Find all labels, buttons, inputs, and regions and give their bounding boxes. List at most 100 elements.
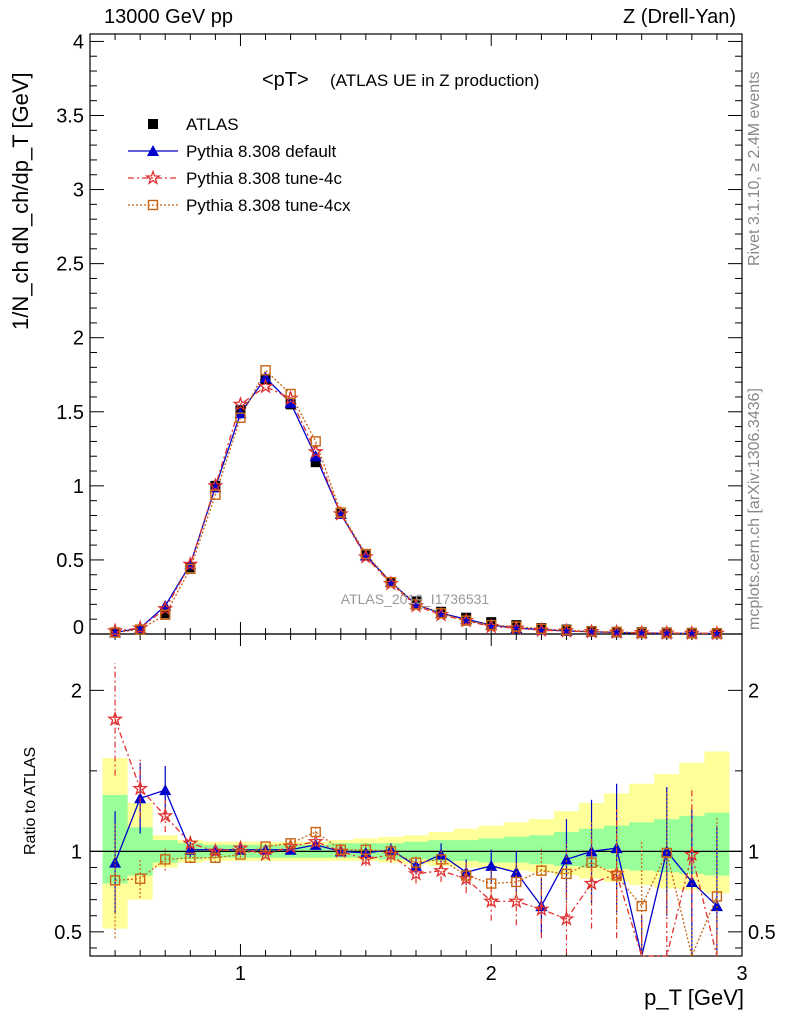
ratio-y-tick-label-right: 0.5 xyxy=(748,922,776,944)
ratio-point-tune4cx xyxy=(109,875,121,886)
data-point-tune4cx xyxy=(536,623,547,635)
ratio-point-tune4cx xyxy=(285,838,296,849)
data-point-tune4cx xyxy=(210,489,221,500)
data-point-tune4cx xyxy=(310,436,321,447)
ratio-y-tick-label-right: 2 xyxy=(748,680,759,702)
y-tick-label: 1.5 xyxy=(56,402,84,424)
data-point-default xyxy=(309,450,322,462)
ratio-point-tune4c xyxy=(407,865,425,881)
data-point-tune4cx xyxy=(511,621,522,632)
plot-subtitle: (ATLAS UE in Z production) xyxy=(330,71,539,90)
data-point-tune4cx xyxy=(385,576,397,588)
ratio-point-tune4c xyxy=(433,862,450,878)
ratio-point-tune4cx xyxy=(185,852,196,863)
ratio-y-tick-label: 2 xyxy=(71,680,82,702)
y-tick-label: 0.5 xyxy=(56,550,84,572)
x-tick-label: 2 xyxy=(486,963,497,985)
legend-marker-data xyxy=(148,119,158,129)
data-point-default xyxy=(284,396,297,408)
data-point-tune4cx xyxy=(134,624,146,635)
ratio-point-tune4c xyxy=(132,780,149,796)
ratio-point-tune4c xyxy=(357,850,374,867)
legend-label: Pythia 8.308 tune-4cx xyxy=(186,196,351,215)
ratio-point-tune4c xyxy=(483,892,500,909)
ratio-point-tune4c xyxy=(107,710,124,727)
ratio-point-default xyxy=(485,859,498,871)
ratio-point-tune4c xyxy=(157,807,174,823)
data-point-tune4cx xyxy=(235,412,246,423)
data-point-data xyxy=(160,608,171,619)
data-point-tune4cx xyxy=(561,625,572,636)
data-point-tune4cx xyxy=(109,627,121,638)
ratio-point-tune4cx xyxy=(486,878,497,889)
data-point-tune4cx xyxy=(661,627,672,639)
y-tick-label: 3 xyxy=(73,180,84,202)
legend-marker-tune4c xyxy=(144,169,162,185)
data-point-tune4cx xyxy=(636,627,647,639)
ratio-band-inner xyxy=(102,795,730,884)
ratio-point-default xyxy=(710,900,723,912)
data-point-tune4c xyxy=(307,443,324,459)
data-point-tune4c xyxy=(232,395,249,412)
ratio-point-tune4cx xyxy=(385,846,397,857)
ratio-point-tune4c xyxy=(257,846,274,862)
header-left: 13000 GeV pp xyxy=(104,6,233,28)
ratio-point-tune4c xyxy=(307,833,324,849)
data-point-tune4cx xyxy=(260,365,271,376)
ratio-point-tune4c xyxy=(683,846,700,862)
ratio-point-tune4c xyxy=(533,900,550,917)
data-point-tune4cx xyxy=(185,563,196,575)
x-tick-label: 1 xyxy=(235,963,246,985)
legend-label: ATLAS xyxy=(186,115,239,134)
ratio-band-outer xyxy=(102,751,730,929)
ratio-point-tune4cx xyxy=(611,870,622,881)
ratio-point-default xyxy=(685,875,698,887)
y-tick-label: 3.5 xyxy=(56,105,84,127)
ratio-y-tick-label-right: 1 xyxy=(748,841,759,863)
legend-label: Pythia 8.308 default xyxy=(186,142,337,161)
ratio-point-default xyxy=(610,842,623,854)
legend-label: Pythia 8.308 tune-4c xyxy=(186,169,342,188)
ratio-point-tune4cx xyxy=(134,873,146,884)
data-point-tune4cx xyxy=(360,548,372,560)
legend-marker-tune4cx xyxy=(147,199,159,211)
data-point-tune4cx xyxy=(486,619,497,631)
ratio-point-tune4c xyxy=(558,910,575,926)
data-point-tune4cx xyxy=(711,628,723,639)
ratio-point-tune4cx xyxy=(561,868,572,880)
data-point-default xyxy=(259,371,272,383)
mcplots-label: mcplots.cern.ch [arXiv:1306.3436] xyxy=(746,388,763,630)
rivet-label: Rivet 3.1.10, ≥ 2.4M events xyxy=(746,71,763,266)
y-tick-label: 2.5 xyxy=(56,254,84,276)
plot-title: <pT> xyxy=(262,69,309,91)
ratio-point-tune4cx xyxy=(586,857,597,868)
ratio-point-tune4c xyxy=(182,834,199,851)
ratio-point-tune4c xyxy=(508,892,525,909)
data-point-tune4cx xyxy=(285,388,296,400)
data-point-default xyxy=(159,599,172,611)
data-point-tune4c xyxy=(182,555,199,572)
ratio-y-tick-label: 1 xyxy=(71,841,82,863)
legend-marker-default xyxy=(147,145,159,156)
ratio-ylabel: Ratio to ATLAS xyxy=(22,746,39,855)
header-right: Z (Drell-Yan) xyxy=(623,6,736,28)
ratio-point-tune4cx xyxy=(160,854,171,865)
ratio-point-default xyxy=(159,784,172,796)
ratio-plot-area xyxy=(90,751,742,929)
data-point-tune4cx xyxy=(460,615,472,626)
main-ylabel: 1/N_ch dN_ch/dp_T [GeV] xyxy=(8,72,33,330)
ratio-y-tick-label: 0.5 xyxy=(54,922,82,944)
data-point-tune4c xyxy=(157,600,174,616)
ratio-point-default xyxy=(435,848,448,860)
ratio-point-tune4cx xyxy=(511,876,522,888)
data-point-tune4cx xyxy=(410,599,422,610)
ratio-point-tune4cx xyxy=(335,844,346,855)
ratio-point-tune4cx xyxy=(360,844,372,855)
ratio-point-tune4cx xyxy=(260,841,271,852)
ratio-point-tune4cx xyxy=(661,847,672,859)
data-point-tune4cx xyxy=(335,507,346,518)
series-line-tune4cx xyxy=(115,369,717,635)
data-point-tune4cx xyxy=(586,626,597,637)
x-axis-label: p_T [GeV] xyxy=(644,985,744,1010)
ratio-point-default xyxy=(560,853,573,865)
